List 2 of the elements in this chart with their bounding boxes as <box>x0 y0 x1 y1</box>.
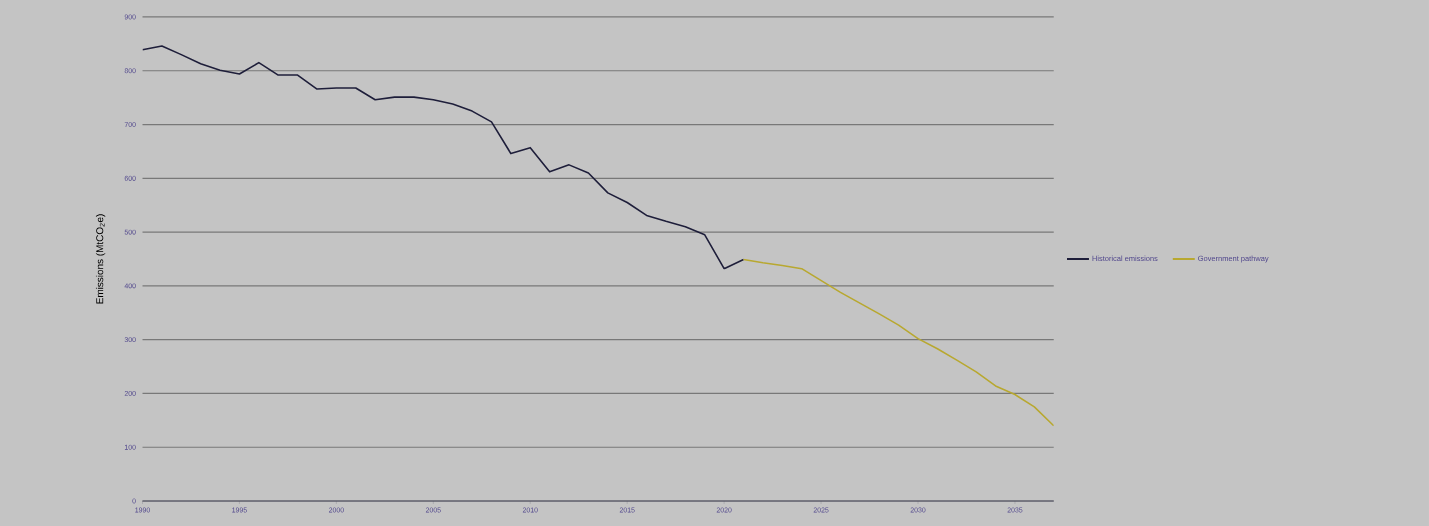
y-axis-title: Emissions (MtCO$_{2}$e) <box>95 214 106 304</box>
line-series <box>142 45 745 270</box>
